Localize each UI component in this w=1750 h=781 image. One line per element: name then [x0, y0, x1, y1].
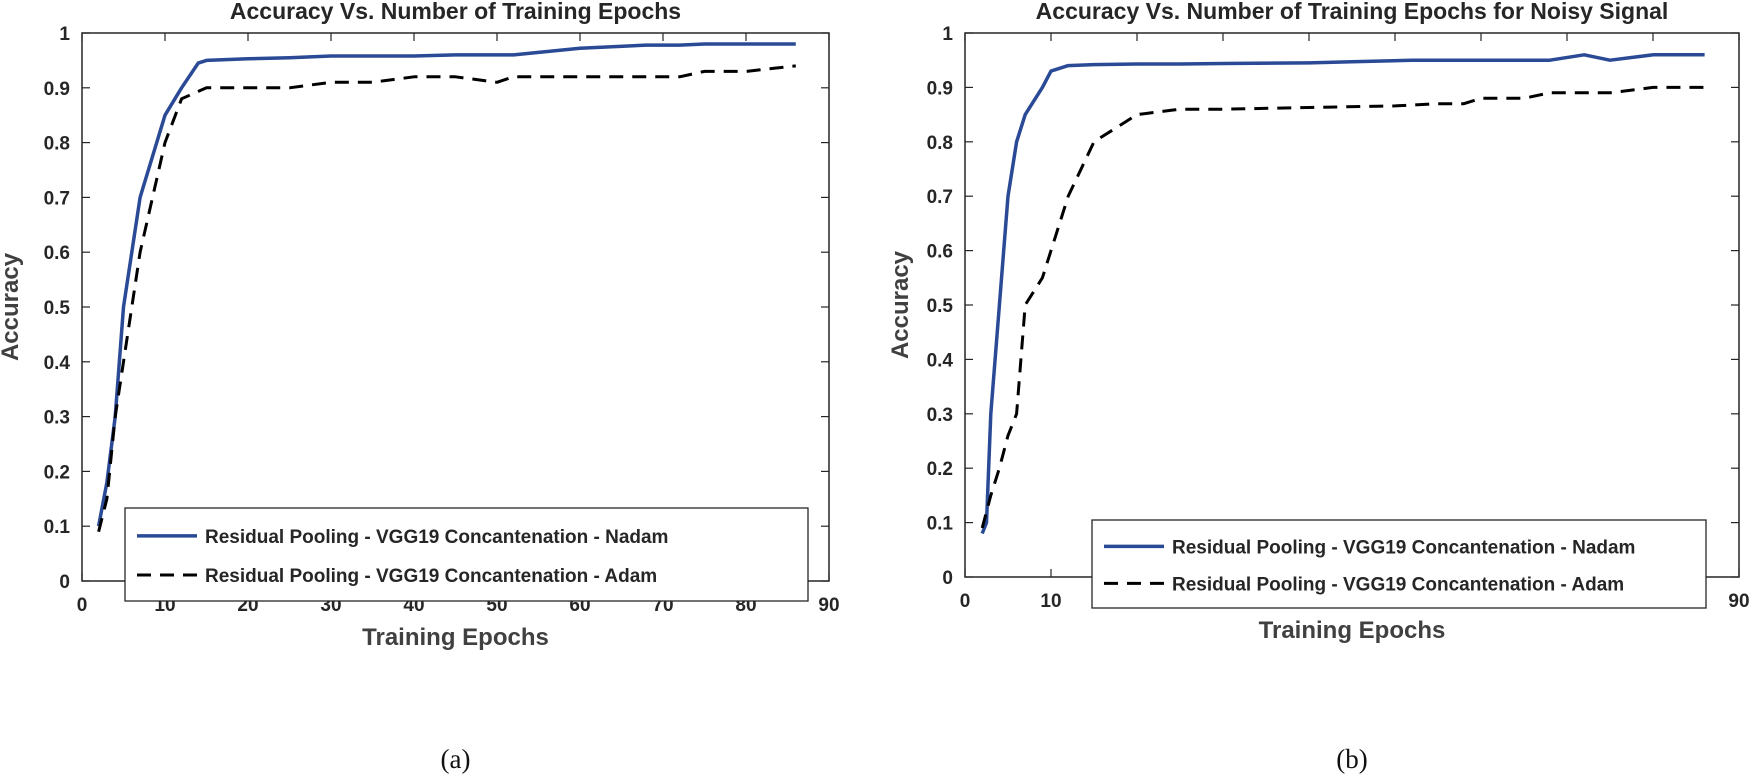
legend: Residual Pooling - VGG19 Concantenation … [124, 507, 809, 602]
y-tick-label: 0.3 [927, 405, 953, 426]
y-tick-label: 1 [942, 24, 953, 45]
legend-label: Residual Pooling - VGG19 Concantenation … [205, 566, 657, 587]
x-tick-label: 0 [960, 591, 971, 612]
x-tick-label: 10 [1040, 591, 1061, 612]
plot-area [81, 32, 830, 582]
y-tick-label: 0.7 [44, 188, 70, 209]
x-axis-label: Training Epochs [1259, 617, 1446, 644]
x-tick-label: 90 [818, 595, 839, 616]
panel-caption: (b) [1336, 744, 1367, 774]
y-tick-label: 0.1 [927, 514, 954, 535]
y-axis-label: Accuracy [0, 252, 24, 361]
y-tick-label: 0.2 [44, 462, 70, 483]
y-tick-label: 0.2 [927, 459, 953, 480]
chart-title: Accuracy Vs. Number of Training Epochs f… [1036, 0, 1669, 24]
y-tick-label: 0 [942, 568, 953, 589]
y-tick-label: 0.8 [927, 133, 953, 154]
x-axis-label: Training Epochs [362, 624, 549, 651]
y-tick-label: 0.9 [927, 78, 953, 99]
y-tick-label: 1 [59, 24, 70, 45]
y-tick-label: 0.3 [44, 408, 70, 429]
y-tick-label: 0 [59, 572, 70, 593]
x-tick-label: 0 [77, 595, 88, 616]
plot-area [964, 32, 1740, 578]
y-tick-label: 0.7 [927, 187, 953, 208]
legend-label: Residual Pooling - VGG19 Concantenation … [205, 527, 668, 548]
y-tick-label: 0.6 [44, 243, 70, 264]
y-tick-label: 0.4 [44, 353, 71, 374]
y-tick-label: 0.9 [44, 79, 70, 100]
series-line-adam [980, 85, 1705, 529]
y-tick-label: 0.6 [927, 242, 953, 263]
y-tick-label: 0.8 [44, 134, 70, 155]
y-tick-label: 0.5 [44, 298, 71, 319]
x-tick-label: 90 [1728, 591, 1749, 612]
legend-label: Residual Pooling - VGG19 Concantenation … [1172, 537, 1635, 558]
legend-box [1091, 519, 1707, 609]
chart-panel-a: Accuracy Vs. Number of Training Epochs 0 1… [0, 0, 840, 774]
legend-box [124, 507, 809, 602]
y-tick-label: 0.4 [927, 350, 954, 371]
y-tick-label: 0.5 [927, 296, 954, 317]
y-tick-label: 0.1 [44, 517, 71, 538]
panel-caption: (a) [441, 744, 471, 774]
series-line-nadam [96, 42, 796, 527]
chart-title: Accuracy Vs. Number of Training Epochs [230, 0, 681, 24]
legend: Residual Pooling - VGG19 Concantenation … [1091, 519, 1707, 609]
legend-label: Residual Pooling - VGG19 Concantenation … [1172, 574, 1624, 595]
y-axis-label: Accuracy [887, 250, 914, 359]
chart-panel-b: Accuracy Vs. Number of Training Epochs f… [887, 0, 1750, 774]
series-line-nadam [980, 53, 1705, 535]
